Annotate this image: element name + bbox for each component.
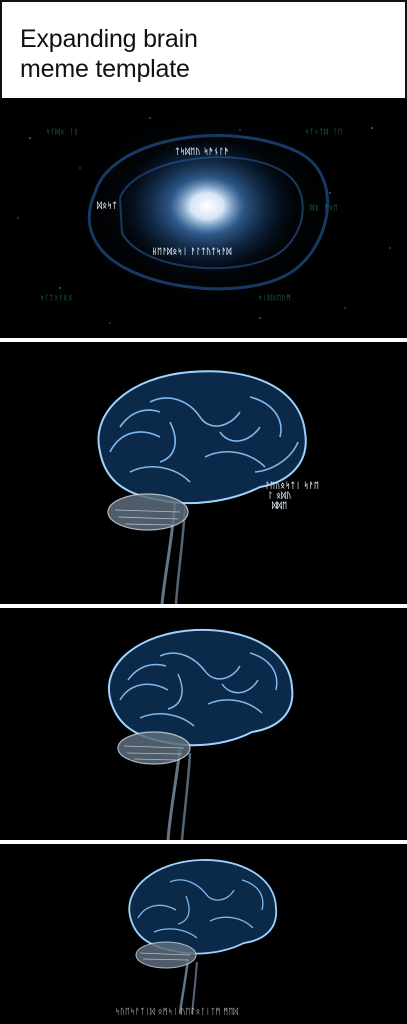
brain-large-illustration: ᛚᛖᚢᛟᛋᛏᛁ ᛋᚨᛖ ᛚ ᛟᛞᚢ ᛞᛞᛖ	[0, 342, 407, 604]
glyph-text-top-left: ᛋᛏᛞᛟ ᛚᚱ	[46, 128, 79, 136]
cerebellum	[135, 941, 197, 969]
brain-side-text-2: ᛚ ᛟᛞᚢ	[268, 491, 292, 500]
meme-title-line-2: meme template	[20, 55, 190, 83]
brain-icon	[97, 370, 307, 604]
star-field	[17, 117, 391, 324]
brain-caption: ᛋᚢᛖᛋᚨᛏᛁᛞ ᛟᛗᛋᛁ ᚢᛖᛏᛟᛚᛁᛏᛗ ᛗᛖᛞ	[115, 1007, 238, 1016]
brain-side-text-1: ᛚᛖᚢᛟᛋᛏᛁ ᛋᚨᛖ	[265, 481, 319, 490]
glyph-text-bottom-left: ᛋᛚᛏᚷᚨᚱᚷ	[40, 294, 73, 302]
cerebellum	[107, 493, 189, 531]
brain-side-text-3: ᛞᛞᛖ	[271, 501, 287, 510]
brain-icon	[107, 628, 294, 840]
glyph-text-center: ᚺᛖᚨᛞᛟᛋᛁ ᚨᛚᛏᚢᛏᛋᚨᛞ	[152, 247, 232, 256]
glyph-text-top-right: ᛋᛏᛃᛏᛞ ᛚᛖ	[305, 128, 343, 136]
cerebellum	[117, 731, 191, 765]
panel-galaxy: ᛋᛏᛞᛟ ᛚᚱ ᛋᛏᛃᛏᛞ ᛚᛖ ᛏᛋᛞᛖᚢ ᛋᚫᚾᛚᚫ ᛞᛟᛋᛏ ᚺᛖᚨᛞᛟᛋ…	[0, 98, 407, 338]
glyph-text-bottom-right: ᛋᛁᛞᚷᛖᚢᛗ	[258, 294, 291, 302]
brain-icon	[128, 859, 277, 1015]
meme-title: Expanding brain meme template	[20, 24, 390, 84]
galaxy-core	[115, 134, 299, 278]
brain-medium-illustration	[0, 608, 407, 840]
glyph-text-left: ᛞᛟᛋᛏ	[96, 201, 117, 210]
meme-title-card: Expanding brain meme template	[0, 0, 407, 98]
brain-small-illustration: ᛋᚢᛖᛋᚨᛏᛁᛞ ᛟᛗᛋᛁ ᚢᛖᛏᛟᛚᛁᛏᛗ ᛗᛖᛞ	[0, 844, 407, 1024]
panel-brain-medium	[0, 608, 407, 840]
meme-title-line-1: Expanding brain	[20, 25, 198, 53]
glyph-text-top-center: ᛏᛋᛞᛖᚢ ᛋᚫᚾᛚᚫ	[175, 147, 229, 156]
panel-brain-large: ᛚᛖᚢᛟᛋᛏᛁ ᛋᚨᛖ ᛚ ᛟᛞᚢ ᛞᛞᛖ	[0, 342, 407, 604]
galaxy-illustration: ᛋᛏᛞᛟ ᛚᚱ ᛋᛏᛃᛏᛞ ᛚᛖ ᛏᛋᛞᛖᚢ ᛋᚫᚾᛚᚫ ᛞᛟᛋᛏ ᚺᛖᚨᛞᛟᛋ…	[0, 98, 407, 338]
panel-brain-small: ᛋᚢᛖᛋᚨᛏᛁᛞ ᛟᛗᛋᛁ ᚢᛖᛏᛟᛚᛁᛏᛗ ᛗᛖᛞ	[0, 844, 407, 1024]
glyph-text-right: ᛞᚱ ᚠᛟᛖ	[310, 204, 338, 212]
